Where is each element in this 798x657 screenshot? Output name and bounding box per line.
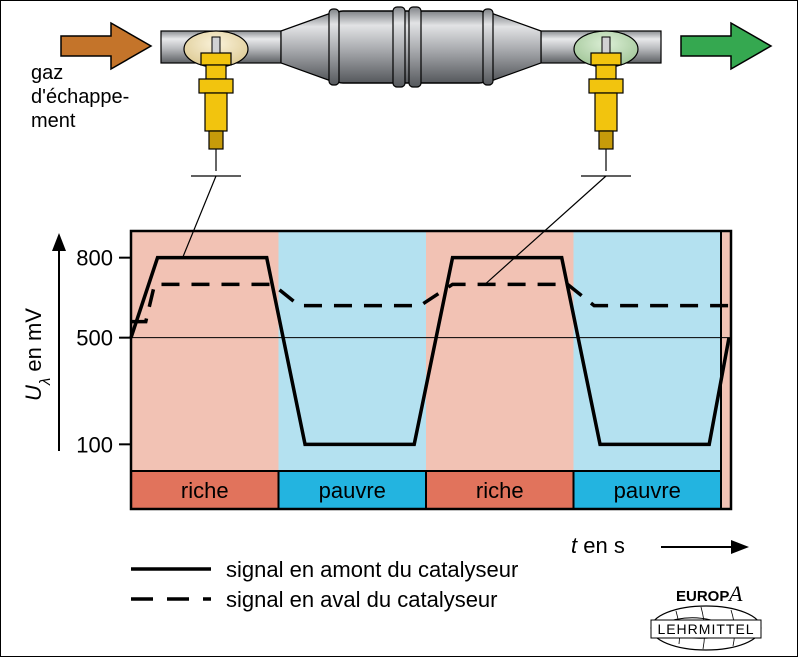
y-ticks: 100 500 800 bbox=[76, 246, 131, 458]
exhaust-label-line1: gaz bbox=[31, 62, 63, 84]
chart-zones bbox=[131, 231, 721, 471]
inlet-arrow-icon bbox=[61, 23, 151, 69]
band-label: pauvre bbox=[614, 478, 681, 503]
figure-svg: gaz d'échappe- ment riche pauvre riche pauv… bbox=[1, 1, 797, 656]
logo-a: A bbox=[727, 581, 743, 606]
outlet-arrow-icon bbox=[681, 23, 771, 69]
legend-solid-text: signal en amont du catalyseur bbox=[226, 557, 518, 582]
x-axis-label: t en s bbox=[571, 533, 625, 558]
catalyst-diagram: gaz d'échappe- ment bbox=[31, 7, 771, 176]
figure-root: gaz d'échappe- ment riche pauvre riche pauv… bbox=[0, 0, 798, 657]
band-label: pauvre bbox=[319, 478, 386, 503]
exhaust-label-line2: d'échappe- bbox=[31, 86, 129, 108]
oscilloscope-chart: riche pauvre riche pauvre 100 500 800 Uλ en m… bbox=[21, 176, 749, 558]
legend-dash-text: signal en aval du catalyseur bbox=[226, 587, 498, 612]
x-axis-arrow-icon bbox=[661, 540, 749, 554]
downstream-sensor-icon bbox=[589, 37, 623, 171]
upstream-sensor-icon bbox=[199, 37, 233, 171]
y-axis-arrow-icon bbox=[52, 233, 66, 451]
y-tick-label: 100 bbox=[76, 432, 113, 457]
band-label: riche bbox=[181, 478, 229, 503]
y-tick-label: 800 bbox=[76, 246, 113, 271]
y-tick-label: 500 bbox=[76, 326, 113, 351]
exhaust-label-line3: ment bbox=[31, 110, 76, 132]
logo-bottom: LEHRMITTEL bbox=[657, 621, 754, 637]
logo-top: EUROP bbox=[676, 588, 729, 605]
y-axis-label: Uλ en mV bbox=[21, 308, 54, 401]
band-label: riche bbox=[476, 478, 524, 503]
legend: signal en amont du catalyseur signal en … bbox=[131, 557, 518, 612]
europa-lehrmittel-logo: EUROP A LEHRMITTEL bbox=[651, 581, 761, 650]
